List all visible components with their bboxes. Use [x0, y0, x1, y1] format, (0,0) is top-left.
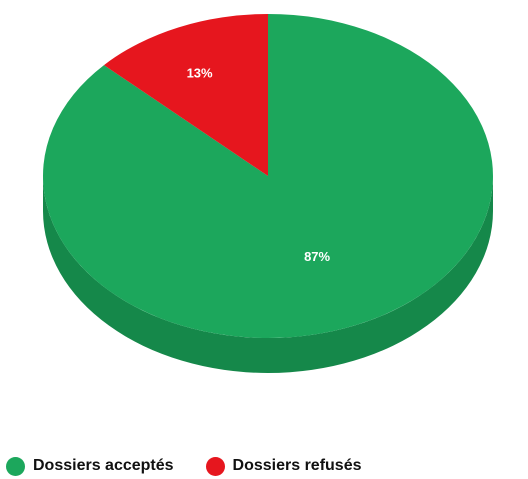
pie-chart: 87% 13% — [42, 13, 493, 373]
data-label-accepted: 87% — [304, 249, 330, 264]
data-label-refused: 13% — [187, 65, 213, 80]
legend-label-accepted: Dossiers acceptés — [33, 457, 174, 474]
legend-swatch-accepted — [6, 456, 25, 476]
legend-label-refused: Dossiers refusés — [232, 457, 362, 474]
pie-side — [43, 176, 493, 373]
slice-refused — [103, 13, 268, 176]
slice-accepted — [42, 14, 493, 338]
legend-swatch-refused — [205, 456, 225, 476]
legend-item-refused: Dossiers refusés — [205, 456, 362, 476]
legend-item-accepted: Dossiers acceptés — [6, 456, 174, 476]
legend: Dossiers acceptés Dossiers refusés — [6, 455, 526, 477]
